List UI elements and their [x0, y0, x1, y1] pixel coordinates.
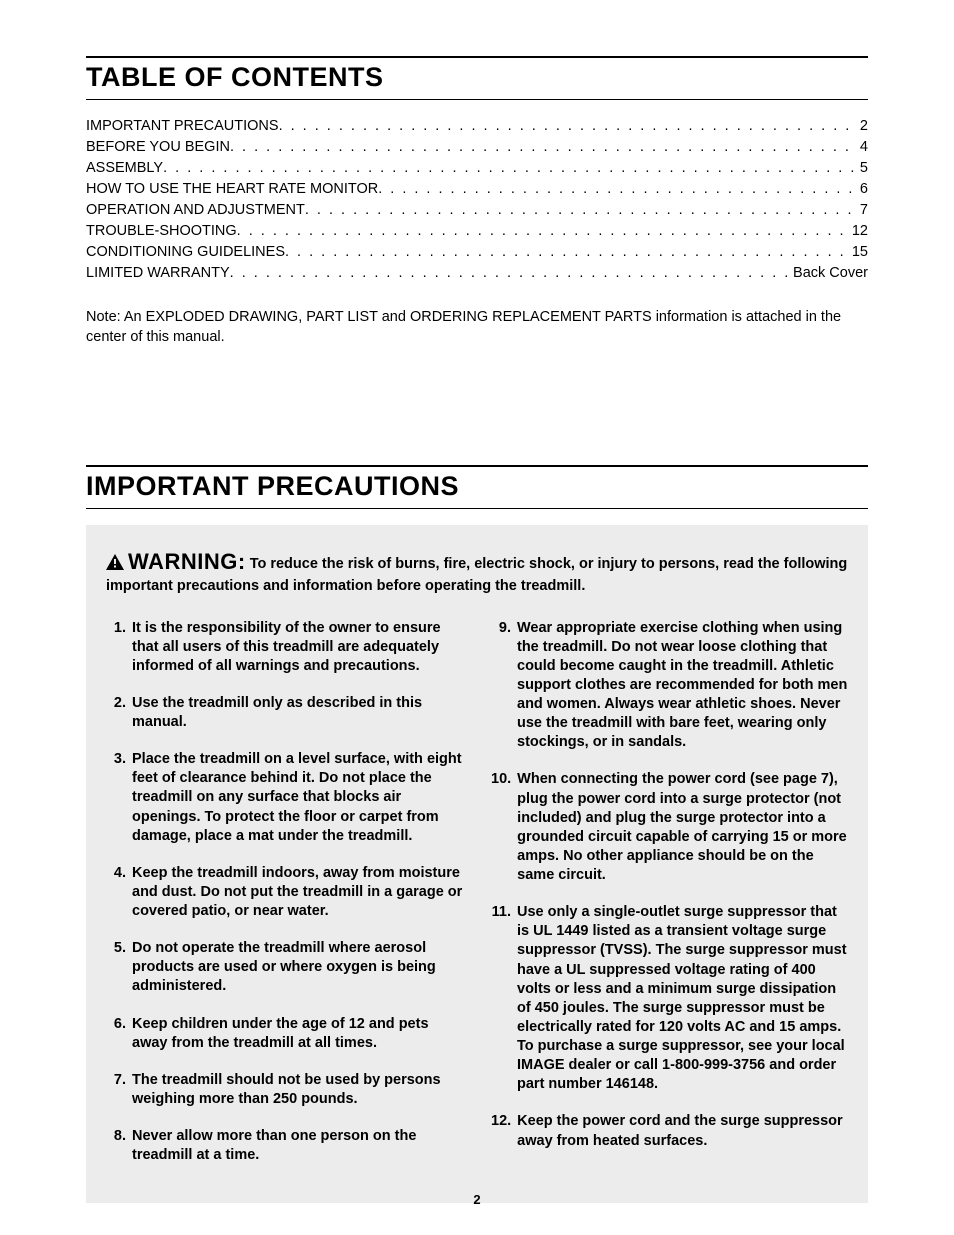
toc-note: Note: An EXPLODED DRAWING, PART LIST and… — [86, 308, 868, 347]
precaution-number: 11. — [491, 903, 517, 1094]
precaution-item: 11.Use only a single-outlet surge suppre… — [491, 903, 848, 1094]
precaution-item: 6.Keep children under the age of 12 and … — [106, 1015, 463, 1053]
warning-label: WARNING: — [128, 549, 246, 574]
precaution-item: 10.When connecting the power cord (see p… — [491, 770, 848, 885]
precaution-number: 8. — [106, 1127, 132, 1165]
precautions-heading: IMPORTANT PRECAUTIONS — [86, 471, 868, 502]
toc-entry: ASSEMBLY 5 — [86, 158, 868, 179]
precaution-number: 10. — [491, 770, 517, 885]
toc-entry-label: LIMITED WARRANTY — [86, 263, 230, 284]
toc-leader-dots — [285, 242, 850, 263]
precaution-text: Wear appropriate exercise clothing when … — [517, 619, 848, 753]
toc-entry: CONDITIONING GUIDELINES 15 — [86, 242, 868, 263]
precaution-item: 12.Keep the power cord and the surge sup… — [491, 1112, 848, 1150]
precaution-number: 7. — [106, 1071, 132, 1109]
warning-lead: WARNING: To reduce the risk of burns, fi… — [106, 547, 848, 596]
precaution-text: It is the responsibility of the owner to… — [132, 619, 463, 676]
precaution-item: 4.Keep the treadmill indoors, away from … — [106, 864, 463, 921]
precaution-item: 7.The treadmill should not be used by pe… — [106, 1071, 463, 1109]
page-number: 2 — [0, 1192, 954, 1207]
precaution-number: 12. — [491, 1112, 517, 1150]
toc-entry-label: OPERATION AND ADJUSTMENT — [86, 200, 305, 221]
toc-entry-page: 6 — [858, 179, 868, 200]
toc-entry-label: IMPORTANT PRECAUTIONS — [86, 116, 279, 137]
toc-list: IMPORTANT PRECAUTIONS 2 BEFORE YOU BEGIN… — [86, 116, 868, 284]
toc-leader-dots — [230, 137, 858, 158]
precaution-number: 5. — [106, 939, 132, 996]
toc-entry-label: ASSEMBLY — [86, 158, 163, 179]
precautions-col-right: 9.Wear appropriate exercise clothing whe… — [491, 619, 848, 1184]
toc-entry-page: 15 — [850, 242, 868, 263]
precautions-list-left: 1.It is the responsibility of the owner … — [106, 619, 463, 1166]
precautions-list-right: 9.Wear appropriate exercise clothing whe… — [491, 619, 848, 1151]
precaution-number: 9. — [491, 619, 517, 753]
precaution-text: Keep the treadmill indoors, away from mo… — [132, 864, 463, 921]
toc-entry-page: 2 — [858, 116, 868, 137]
precaution-number: 2. — [106, 694, 132, 732]
precaution-number: 6. — [106, 1015, 132, 1053]
toc-entry: TROUBLE-SHOOTING 12 — [86, 221, 868, 242]
toc-heading: TABLE OF CONTENTS — [86, 62, 868, 93]
toc-entry: OPERATION AND ADJUSTMENT 7 — [86, 200, 868, 221]
toc-entry-label: CONDITIONING GUIDELINES — [86, 242, 285, 263]
toc-entry: HOW TO USE THE HEART RATE MONITOR 6 — [86, 179, 868, 200]
warning-triangle-icon — [106, 554, 124, 577]
precaution-text: Use only a single-outlet surge suppresso… — [517, 903, 848, 1094]
precaution-text: Place the treadmill on a level surface, … — [132, 750, 463, 846]
precautions-columns: 1.It is the responsibility of the owner … — [106, 619, 848, 1184]
toc-entry: IMPORTANT PRECAUTIONS 2 — [86, 116, 868, 137]
toc-entry-page: 12 — [850, 221, 868, 242]
precautions-col-left: 1.It is the responsibility of the owner … — [106, 619, 463, 1184]
precaution-text: When connecting the power cord (see page… — [517, 770, 848, 885]
warning-box: WARNING: To reduce the risk of burns, fi… — [86, 525, 868, 1203]
toc-leader-dots — [230, 263, 791, 284]
toc-rule-top — [86, 56, 868, 58]
precautions-rule-under — [86, 508, 868, 509]
precaution-item: 2.Use the treadmill only as described in… — [106, 694, 463, 732]
toc-entry: BEFORE YOU BEGIN 4 — [86, 137, 868, 158]
precaution-text: Keep the power cord and the surge suppre… — [517, 1112, 848, 1150]
toc-entry-page: 4 — [858, 137, 868, 158]
precaution-text: Use the treadmill only as described in t… — [132, 694, 463, 732]
precaution-item: 1.It is the responsibility of the owner … — [106, 619, 463, 676]
toc-leader-dots — [237, 221, 850, 242]
precautions-rule-top — [86, 465, 868, 467]
toc-leader-dots — [305, 200, 858, 221]
precaution-item: 3.Place the treadmill on a level surface… — [106, 750, 463, 846]
precaution-item: 5.Do not operate the treadmill where aer… — [106, 939, 463, 996]
toc-entry-label: HOW TO USE THE HEART RATE MONITOR — [86, 179, 378, 200]
precaution-item: 8.Never allow more than one person on th… — [106, 1127, 463, 1165]
toc-leader-dots — [279, 116, 858, 137]
precaution-item: 9.Wear appropriate exercise clothing whe… — [491, 619, 848, 753]
toc-entry-page: Back Cover — [791, 263, 868, 284]
precaution-number: 4. — [106, 864, 132, 921]
toc-rule-under — [86, 99, 868, 100]
precaution-text: Never allow more than one person on the … — [132, 1127, 463, 1165]
toc-entry-label: TROUBLE-SHOOTING — [86, 221, 237, 242]
precaution-number: 1. — [106, 619, 132, 676]
toc-leader-dots — [378, 179, 858, 200]
toc-entry-page: 7 — [858, 200, 868, 221]
precaution-text: Keep children under the age of 12 and pe… — [132, 1015, 463, 1053]
section-spacer — [86, 347, 868, 465]
precaution-number: 3. — [106, 750, 132, 846]
toc-entry: LIMITED WARRANTY Back Cover — [86, 263, 868, 284]
precaution-text: Do not operate the treadmill where aeros… — [132, 939, 463, 996]
toc-leader-dots — [163, 158, 858, 179]
precaution-text: The treadmill should not be used by pers… — [132, 1071, 463, 1109]
toc-entry-page: 5 — [858, 158, 868, 179]
toc-entry-label: BEFORE YOU BEGIN — [86, 137, 230, 158]
